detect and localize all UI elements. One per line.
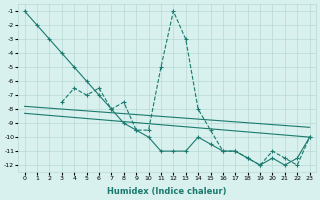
X-axis label: Humidex (Indice chaleur): Humidex (Indice chaleur) xyxy=(108,187,227,196)
